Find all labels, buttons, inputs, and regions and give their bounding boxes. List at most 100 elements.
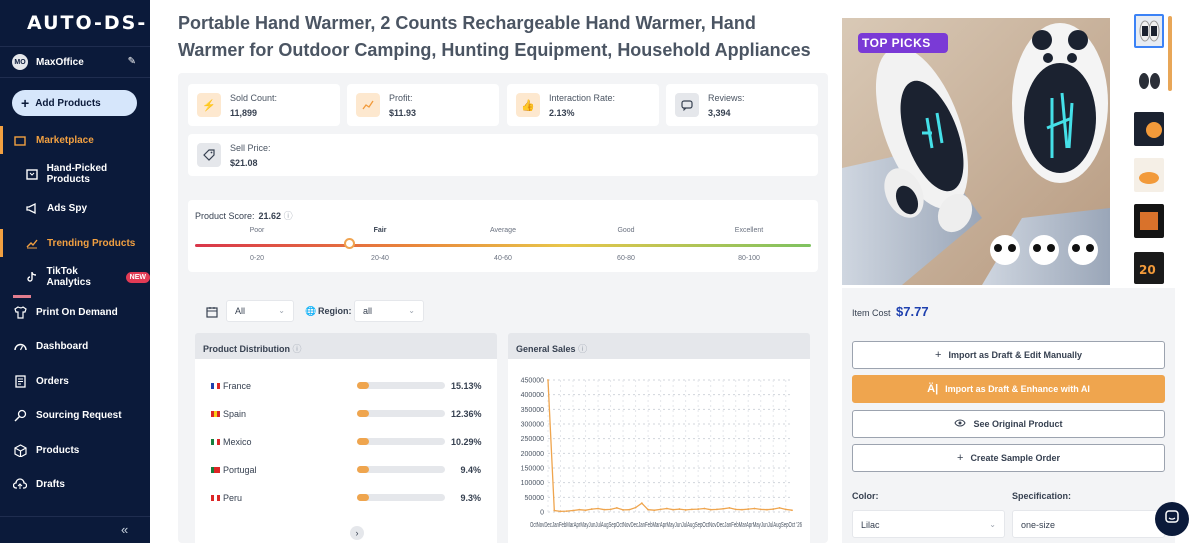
thumbnail-6[interactable]: 20 bbox=[1134, 252, 1164, 284]
import-edit-manually-button[interactable]: + Import as Draft & Edit Manually bbox=[852, 341, 1165, 369]
score-range: 60-80 bbox=[617, 255, 635, 262]
calendar-icon[interactable] bbox=[206, 305, 218, 323]
country-name: Mexico bbox=[223, 437, 252, 447]
score-bar bbox=[195, 244, 811, 247]
ai-icon: Ä| bbox=[927, 383, 939, 395]
distribution-bar-fill bbox=[357, 438, 369, 445]
product-image[interactable]: TOP PICKS bbox=[842, 18, 1110, 285]
region-label: Region: bbox=[318, 306, 352, 316]
info-icon[interactable]: ⓘ bbox=[283, 211, 293, 221]
sidebar-item-hand-picked[interactable]: Hand-Picked Products bbox=[0, 160, 150, 188]
flag-icon bbox=[211, 439, 220, 445]
sales-chart-card: 0 50000 100000 150000 200000 250000 300000 3500… bbox=[508, 359, 810, 543]
country-percent: 9.3% bbox=[460, 493, 481, 503]
sidebar-item-dashboard[interactable]: Dashboard bbox=[0, 332, 150, 360]
country-name: Peru bbox=[223, 493, 243, 503]
region-select[interactable]: all ⌄ bbox=[354, 300, 424, 322]
distribution-bar-fill bbox=[357, 410, 369, 417]
score-label: Product Score: bbox=[195, 211, 255, 221]
thumbnail-scrollbar[interactable] bbox=[1168, 16, 1172, 91]
sales-header: General Sales ⓘ bbox=[508, 333, 810, 359]
sidebar-item-trending[interactable]: Trending Products bbox=[0, 229, 150, 257]
new-badge: NEW bbox=[125, 271, 150, 283]
user-name: MaxOffice bbox=[36, 56, 84, 68]
sales-point bbox=[559, 510, 562, 513]
add-products-button[interactable]: + Add Products bbox=[12, 90, 137, 116]
distribution-bar bbox=[357, 494, 445, 501]
y-tick-label: 250000 bbox=[521, 436, 544, 443]
stat-value: $11.93 bbox=[389, 107, 417, 118]
stat-label: Sell Price: bbox=[230, 142, 271, 153]
eye-icon bbox=[954, 418, 967, 430]
sidebar-item-label: Ads Spy bbox=[47, 202, 88, 214]
thumbnail-5[interactable] bbox=[1134, 204, 1164, 238]
see-original-product-button[interactable]: See Original Product bbox=[852, 410, 1165, 438]
region-value: all bbox=[363, 306, 373, 316]
y-tick-label: 350000 bbox=[521, 407, 544, 414]
info-icon[interactable]: ⓘ bbox=[292, 344, 302, 354]
stat-reviews: Reviews: 3,394 bbox=[666, 84, 818, 126]
flag-icon bbox=[211, 467, 220, 473]
sidebar-item-ads-spy[interactable]: Ads Spy bbox=[0, 194, 150, 222]
comment-icon bbox=[675, 93, 699, 117]
stat-label: Sold Count: bbox=[230, 92, 278, 103]
edit-icon[interactable]: ✎ bbox=[127, 56, 136, 67]
sidebar-item-label: Hand-Picked Products bbox=[46, 163, 108, 185]
thumbnail-2[interactable] bbox=[1134, 64, 1164, 98]
collapse-sidebar-button[interactable]: « bbox=[0, 516, 150, 543]
sales-point bbox=[734, 508, 737, 511]
score-level: Average bbox=[490, 227, 516, 234]
app-logo[interactable]: AUTO-DS- bbox=[27, 12, 148, 34]
score-range: 20-40 bbox=[371, 255, 389, 262]
sidebar-item-print-on-demand[interactable]: Print On Demand bbox=[0, 298, 150, 326]
sales-point bbox=[690, 508, 693, 511]
thumbnail-1[interactable] bbox=[1134, 14, 1164, 48]
sidebar-item-drafts[interactable]: Drafts bbox=[0, 470, 150, 498]
period-select[interactable]: All ⌄ bbox=[226, 300, 294, 322]
color-value: Lilac bbox=[861, 520, 880, 530]
chevron-right-icon[interactable]: › bbox=[350, 526, 364, 540]
sales-point bbox=[622, 509, 624, 511]
thumbnail-4[interactable] bbox=[1134, 158, 1164, 192]
item-cost: Item Cost $7.77 bbox=[852, 304, 929, 319]
sales-point bbox=[759, 508, 762, 511]
thumbnail-3[interactable] bbox=[1134, 112, 1164, 146]
sidebar-item-marketplace[interactable]: Marketplace bbox=[0, 126, 150, 154]
sales-point bbox=[609, 508, 612, 511]
create-sample-order-button[interactable]: + Create Sample Order bbox=[852, 444, 1165, 472]
sidebar-item-products[interactable]: Products bbox=[0, 436, 150, 464]
chat-button[interactable] bbox=[1155, 502, 1189, 536]
sales-point bbox=[703, 507, 706, 510]
image-badge: TOP PICKS bbox=[862, 36, 931, 50]
stat-value: 3,394 bbox=[708, 107, 731, 118]
sales-point bbox=[578, 508, 581, 511]
specification-select[interactable]: one-size bbox=[1012, 510, 1165, 538]
info-icon[interactable]: ⓘ bbox=[578, 344, 588, 354]
sales-line bbox=[547, 379, 793, 513]
tiktok-icon bbox=[25, 270, 38, 284]
sidebar-item-label: Products bbox=[36, 444, 80, 456]
button-label: Import as Draft & Enhance with AI bbox=[945, 384, 1090, 394]
color-select[interactable]: Lilac ⌄ bbox=[852, 510, 1005, 538]
sales-point bbox=[716, 508, 718, 511]
sidebar-item-sourcing[interactable]: Sourcing Request bbox=[0, 401, 150, 429]
document-icon bbox=[13, 374, 27, 388]
country-name: Spain bbox=[223, 409, 247, 419]
gauge-icon bbox=[13, 339, 27, 353]
button-label: Import as Draft & Edit Manually bbox=[948, 350, 1082, 360]
distribution-row: France 15.13% bbox=[195, 380, 495, 398]
sidebar-item-tiktok[interactable]: TikTok Analytics NEW bbox=[0, 263, 150, 291]
sales-point bbox=[665, 507, 668, 510]
sales-point bbox=[603, 508, 606, 511]
score-value: 21.62 bbox=[258, 211, 282, 221]
user-profile[interactable]: MO MaxOffice ✎ bbox=[0, 46, 150, 78]
stat-value: $21.08 bbox=[230, 157, 258, 168]
import-enhance-ai-button[interactable]: Ä| Import as Draft & Enhance with AI bbox=[852, 375, 1165, 403]
distribution-bar bbox=[357, 410, 445, 417]
sidebar-item-orders[interactable]: Orders bbox=[0, 367, 150, 395]
y-tick-label: 50000 bbox=[525, 495, 545, 502]
stat-sell-price: Sell Price: $21.08 bbox=[188, 134, 818, 176]
button-label: See Original Product bbox=[973, 419, 1063, 429]
score-range: 80-100 bbox=[738, 255, 760, 262]
y-tick-label: 300000 bbox=[521, 422, 544, 429]
